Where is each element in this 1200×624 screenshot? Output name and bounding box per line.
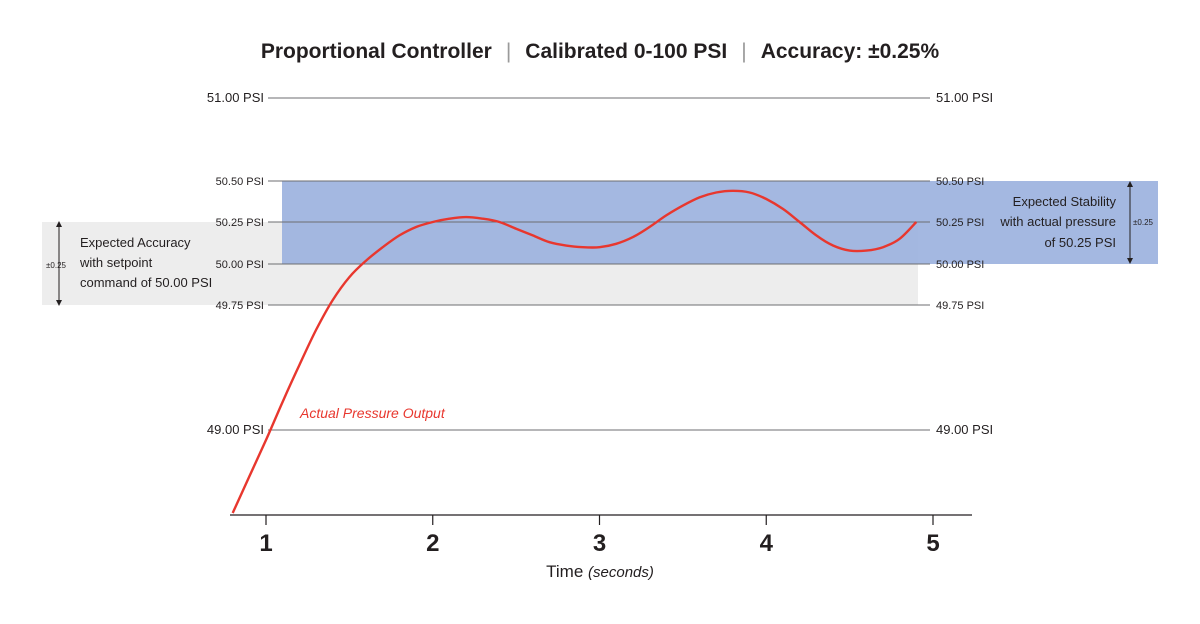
stability-annotation: ±0.25 Expected Stability with actual pre… (999, 181, 1154, 264)
x-tick-label: 5 (926, 530, 939, 557)
title-separator-1: | (505, 40, 512, 63)
x-tick-label: 3 (593, 530, 606, 557)
y-tick-label-left: 50.50 PSI (216, 176, 264, 188)
y-axis-labels-left: 49.00 PSI 49.75 PSI 50.00 PSI 50.25 PSI 50.5… (207, 90, 264, 437)
accuracy-label-line-2: with setpoint (79, 255, 153, 270)
stability-arrow-down (1127, 258, 1133, 264)
y-tick-label-left: 50.00 PSI (216, 259, 264, 271)
stability-arrow-up (1127, 181, 1133, 187)
title-part-calibration: Calibrated 0-100 PSI (525, 40, 728, 63)
accuracy-tolerance-label: ±0.25 (46, 261, 67, 270)
series-label-actual-pressure: Actual Pressure Output (299, 405, 446, 421)
y-tick-label-left: 49.00 PSI (207, 422, 264, 437)
y-tick-label-right: 50.50 PSI (936, 176, 984, 188)
accuracy-label-line-3: command of 50.00 PSI (80, 275, 212, 290)
y-tick-label-left: 51.00 PSI (207, 90, 264, 105)
x-axis-label-unit: (seconds) (588, 564, 654, 581)
accuracy-arrow-down (56, 300, 62, 306)
y-tick-label-right: 49.00 PSI (936, 422, 993, 437)
x-axis-label-main: Time (546, 562, 583, 581)
y-tick-label-right: 49.75 PSI (936, 300, 984, 312)
x-axis-label: Time (seconds) (546, 562, 654, 581)
y-tick-label-right: 50.25 PSI (936, 217, 984, 229)
x-tick-label: 4 (760, 530, 774, 557)
grid-lines (268, 97, 930, 431)
stability-label-line-1: Expected Stability (1013, 194, 1117, 209)
y-tick-label-right: 51.00 PSI (936, 90, 993, 105)
title-part-controller: Proportional Controller (260, 40, 492, 63)
title-separator-2: | (741, 40, 747, 63)
stability-label-line-3: of 50.25 PSI (1044, 235, 1116, 250)
y-tick-label-left: 50.25 PSI (216, 217, 264, 229)
y-axis-labels-right: 49.00 PSI 49.75 PSI 50.00 PSI 50.25 PSI 50.5… (936, 90, 993, 437)
x-tick-label: 1 (259, 530, 272, 557)
accuracy-annotation: ±0.25 Expected Accuracy with setpoint co… (46, 221, 212, 306)
x-axis-ticks: 1 2 3 4 5 (259, 515, 940, 557)
chart-title: Proportional Controller | Calibrated 0-100… (0, 40, 1200, 64)
accuracy-label-line-1: Expected Accuracy (80, 235, 191, 250)
accuracy-arrow-up (56, 221, 62, 227)
series-line-actual-pressure (231, 189, 918, 514)
y-tick-label-right: 50.00 PSI (936, 259, 984, 271)
y-tick-label-left: 49.75 PSI (216, 300, 264, 312)
stability-tolerance-label: ±0.25 (1133, 218, 1154, 227)
stability-label-line-2: with actual pressure (999, 214, 1116, 229)
title-part-accuracy: Accuracy: ±0.25% (760, 40, 940, 63)
x-tick-label: 2 (426, 530, 439, 557)
